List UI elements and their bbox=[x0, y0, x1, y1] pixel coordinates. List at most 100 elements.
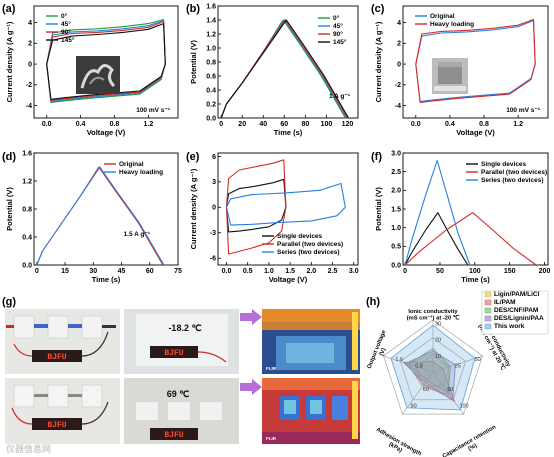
y-tick-label-a-4: 4 bbox=[28, 20, 32, 27]
y-tick-label-a-3: 2 bbox=[28, 41, 32, 48]
radar-tick-3-1: 90 bbox=[411, 404, 417, 410]
x-tick-label-f-0: 0 bbox=[403, 268, 407, 275]
radar-series-4 bbox=[390, 324, 476, 411]
flir-logo-1: FLIR bbox=[266, 366, 277, 371]
x-tick-label-a-2: 0.8 bbox=[110, 121, 120, 128]
x-tick-label-b-3: 60 bbox=[280, 121, 288, 128]
x-tick-label-e-0: 0.0 bbox=[222, 268, 232, 275]
radar-series-2 bbox=[407, 348, 451, 394]
radar-tick-4-1: 1.6 bbox=[395, 357, 403, 363]
watermark: 仪器信息网 bbox=[5, 443, 51, 454]
radar-legend-box bbox=[481, 290, 549, 335]
photo-led-room-temp-2: BJFU bbox=[5, 378, 120, 444]
led-text-3: BJFU bbox=[47, 421, 66, 430]
radar-tick-0-2: 30 bbox=[435, 321, 441, 327]
legend-label-a-0: 0° bbox=[61, 12, 68, 20]
legend-label-f-2: Series (two devices) bbox=[481, 177, 544, 184]
radar-tick-1-0: 25 bbox=[455, 364, 461, 370]
thermal-image-cold: FLIR bbox=[262, 309, 360, 374]
y-tick-label-b-4: 0.8 bbox=[206, 59, 216, 66]
legend-label-b-1: 45° bbox=[333, 22, 343, 30]
thermal-image-hot: FLIR bbox=[262, 378, 360, 444]
y-tick-label-f-5: 2.5 bbox=[391, 169, 401, 176]
y-tick-label-f-2: 1.0 bbox=[391, 225, 401, 232]
x-tick-label-f-1: 50 bbox=[436, 268, 444, 275]
y-axis-label-a: Current density (A g⁻¹) bbox=[5, 21, 14, 102]
y-tick-label-b-8: 1.6 bbox=[206, 3, 216, 10]
radar-legend-label-0: Ligin/PAM/LiCl bbox=[494, 291, 540, 298]
series-line-b-3 bbox=[220, 19, 349, 119]
panel-label-g: (g) bbox=[2, 296, 16, 308]
y-tick-label-e-3: 3 bbox=[212, 179, 216, 186]
radar-legend-label-2: DES/CNF/PAM bbox=[494, 307, 538, 314]
y-tick-label-f-1: 0.5 bbox=[391, 244, 401, 251]
annotation-b: 1 A g⁻¹ bbox=[329, 93, 350, 100]
legend-label-a-1: 45° bbox=[61, 20, 71, 28]
panel-label-a: (a) bbox=[2, 3, 16, 15]
x-tick-label-d-1: 15 bbox=[61, 268, 69, 275]
x-axis-label-f: Time (s) bbox=[461, 275, 490, 284]
radar-legend-swatch-4 bbox=[484, 323, 492, 330]
legend-label-e-0: Single devices bbox=[277, 233, 323, 240]
y-tick-label-b-1: 0.2 bbox=[206, 101, 216, 108]
radar-legend-swatch-1 bbox=[484, 299, 492, 306]
radar-legend-swatch-0 bbox=[484, 291, 492, 298]
y-tick-label-c-1: -2 bbox=[395, 82, 401, 89]
x-axis-label-d: Time (s) bbox=[92, 275, 121, 284]
series-line-e-2 bbox=[225, 182, 346, 226]
panel-label-c: (c) bbox=[371, 3, 385, 15]
x-tick-label-c-0: 0.0 bbox=[411, 121, 421, 128]
radar-legend-swatch-3 bbox=[484, 315, 492, 322]
y-tick-label-b-3: 0.6 bbox=[206, 73, 216, 80]
panel-label-f: (f) bbox=[371, 151, 382, 163]
chart-b: 0 20 40 60 80 100 120 0.0 0.2 0.4 0.6 0.8 1.0 1.2 1.4 1… bbox=[189, 3, 359, 137]
y-tick-label-b-5: 1.0 bbox=[206, 45, 216, 52]
radar-tick-0-1: 20 bbox=[435, 338, 441, 344]
y-axis-label-e: Current density (A g⁻¹) bbox=[189, 168, 198, 249]
annotation-d: 1.5 A g⁻¹ bbox=[124, 231, 150, 238]
legend-label-f-0: Single devices bbox=[481, 161, 527, 168]
y-axis-label-d: Potential (V) bbox=[5, 187, 14, 231]
radar-tick-4-0: 0.8 bbox=[415, 364, 423, 370]
y-tick-label-e-1: -3 bbox=[210, 230, 216, 237]
panel-label-d: (d) bbox=[2, 151, 16, 163]
y-tick-label-b-7: 1.4 bbox=[206, 17, 216, 24]
legend-label-f-1: Parallel (two devices) bbox=[481, 169, 547, 176]
photo-led-room-temp: BJFU bbox=[5, 309, 120, 374]
series-line-d-1 bbox=[36, 166, 165, 266]
annotation-c: 100 mV s⁻¹ bbox=[506, 107, 540, 114]
legend-label-e-2: Series (two devices) bbox=[277, 249, 340, 256]
y-tick-label-c-2: 0 bbox=[397, 61, 401, 68]
y-tick-label-f-6: 3.0 bbox=[391, 150, 401, 157]
cold-temp-label: -18.2 ℃ bbox=[168, 323, 201, 333]
chart-h: 10 20 30 25 50 50 100 60 90 0.8 1.6 Ionic conductiv… bbox=[367, 290, 549, 457]
radar-tick-1-1: 50 bbox=[475, 357, 481, 363]
x-tick-label-b-5: 100 bbox=[321, 121, 333, 128]
plot-frame-c bbox=[402, 5, 549, 119]
chart-c: 0.0 0.4 0.8 1.2 -4 -2 0 2 4 Voltage (V) Current de… bbox=[374, 5, 549, 137]
x-tick-label-e-3: 1.5 bbox=[285, 268, 295, 275]
hot-temp-label: 69 ℃ bbox=[167, 389, 190, 399]
y-tick-label-f-3: 1.5 bbox=[391, 206, 401, 213]
radar-tick-0-0: 10 bbox=[435, 354, 441, 360]
y-tick-label-e-0: -6 bbox=[210, 256, 216, 263]
y-tick-label-c-4: 4 bbox=[397, 20, 401, 27]
x-tick-label-e-4: 2.0 bbox=[306, 268, 316, 275]
inset-photo-heavy-weight bbox=[432, 58, 468, 94]
x-tick-label-e-1: 0.5 bbox=[243, 268, 253, 275]
y-tick-label-e-2: 0 bbox=[212, 205, 216, 212]
legend-label-b-2: 90° bbox=[333, 30, 343, 38]
chart-e: 0.0 0.5 1.0 1.5 2.0 2.5 3.0 -6 -3 0 3 6 Voltage (V) C… bbox=[189, 152, 359, 284]
y-tick-label-d-1: 0.4 bbox=[22, 234, 32, 241]
x-tick-label-d-0: 0 bbox=[35, 268, 39, 275]
panel-label-h: (h) bbox=[366, 296, 380, 308]
radar-tick-2-1: 100 bbox=[459, 404, 468, 410]
x-tick-label-e-6: 3.0 bbox=[349, 268, 359, 275]
y-tick-label-a-1: -2 bbox=[26, 82, 32, 89]
inset-photo-bent-device bbox=[76, 56, 120, 94]
radar-legend-label-3: DES/Lignin/PAA bbox=[494, 315, 544, 322]
y-tick-label-b-0: 0.0 bbox=[206, 115, 216, 122]
radar-grid-2 bbox=[383, 319, 483, 415]
series-line-e-1 bbox=[225, 159, 287, 255]
